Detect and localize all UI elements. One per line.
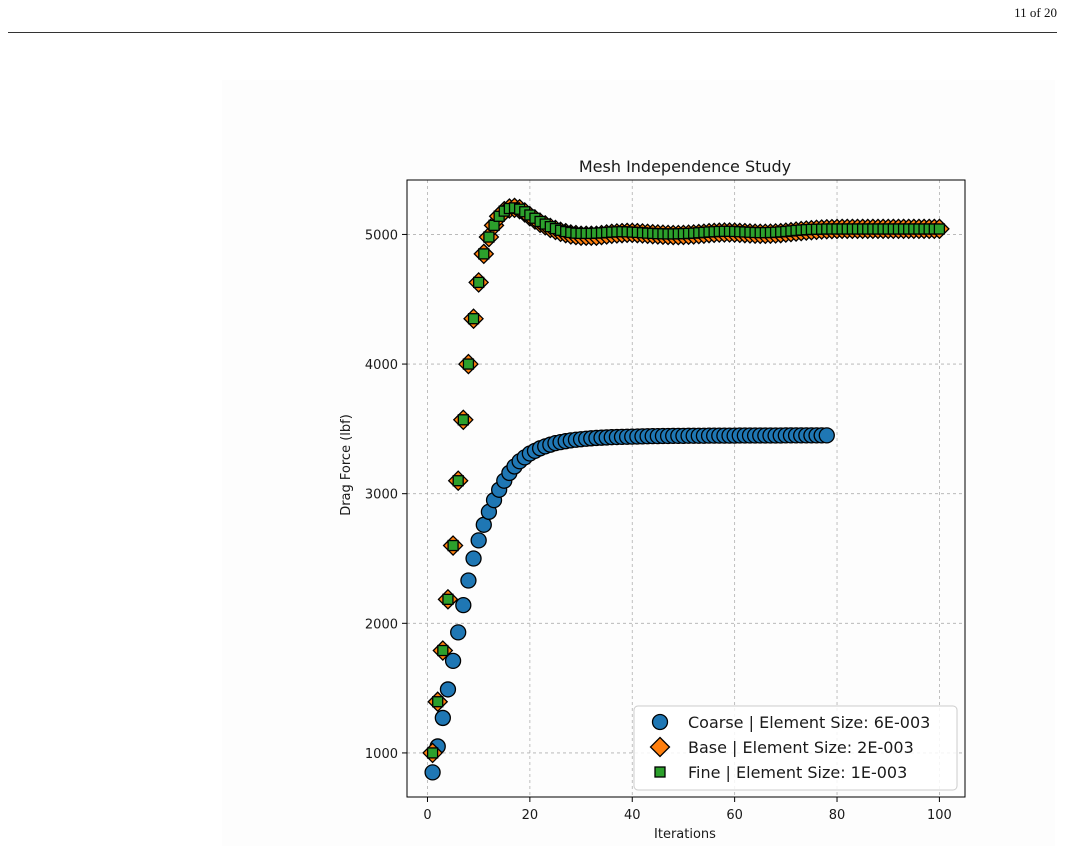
page-header: 11 of 20 [0,0,1065,40]
fine-data-point [462,358,475,370]
x-tick-label: 80 [829,808,846,823]
fine-data-point [437,644,449,657]
fine-data-point [483,231,495,243]
fine-data-point [452,475,464,487]
y-tick-label: 2000 [365,617,398,632]
coarse-data-point [465,550,482,567]
figure-panel: Mesh Independence Study Iterations Drag … [222,80,1055,846]
y-tick-label: 4000 [365,358,398,373]
coarse-data-point [450,624,467,641]
fine-data-point [457,414,469,426]
fine-data-point [933,223,946,235]
coarse-data-point [455,597,472,614]
x-tick-label: 100 [927,808,952,823]
axis-ticks: 0 20 40 60 80 100 1000 2000 3000 4000 5000 [365,228,952,823]
y-tick-label: 5000 [365,228,398,243]
coarse-data-point [470,532,487,549]
legend-label-fine: Fine | Element Size: 1E-003 [688,763,907,782]
legend: Coarse | Element Size: 6E-003 Base | Elem… [633,705,958,791]
grid-lines [407,180,965,797]
legend-label-coarse: Coarse | Element Size: 6E-003 [688,713,930,732]
fine-data-point [447,539,459,552]
plot-frame [406,179,966,798]
y-tick-label: 3000 [365,488,398,503]
y-axis-label: Drag Force (lbf) [339,414,354,516]
x-tick-label: 60 [726,808,743,823]
legend-marker-coarse [651,713,669,731]
legend-box [633,705,958,791]
legend-label-base: Base | Element Size: 2E-003 [688,738,914,757]
fine-data-point [467,313,480,325]
coarse-data-point [460,572,477,589]
legend-marker-base [649,736,671,758]
mesh-independence-chart: Mesh Independence Study Iterations Drag … [339,157,966,842]
fine-data-point [478,248,490,260]
x-tick-label: 0 [423,808,431,823]
x-axis-label: Iterations [654,827,716,842]
fine-data-point [473,276,485,289]
page-number: 11 of 20 [1014,5,1057,20]
coarse-data-point [439,681,457,698]
x-tick-label: 40 [624,808,641,823]
fine-data-point [442,593,454,605]
chart-title: Mesh Independence Study [579,157,791,176]
fine-data-point [432,696,444,708]
y-tick-label: 1000 [365,747,398,762]
fine-data-point [426,747,439,759]
data-marks [422,197,950,781]
coarse-data-point [444,652,462,670]
coarse-data-point [424,764,441,781]
coarse-data-point [818,427,835,444]
legend-marker-fine [654,766,666,778]
coarse-data-point [434,709,451,727]
header-rule [8,32,1057,33]
x-tick-label: 20 [522,808,539,823]
